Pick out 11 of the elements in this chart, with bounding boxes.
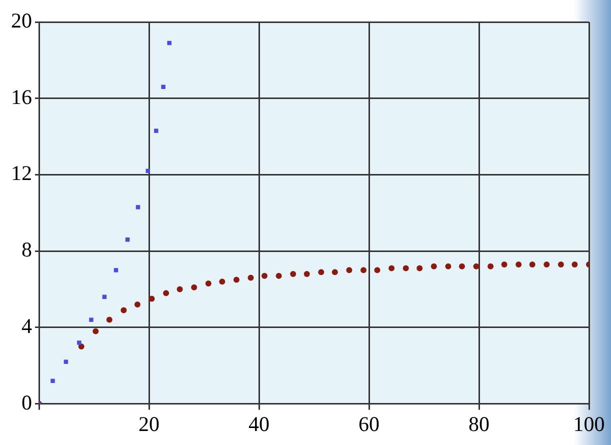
y-tick-label: 0 [22,390,32,414]
x-tick-label: 100 [573,412,605,436]
x-tick-label: 60 [358,412,380,436]
y-tick-label: 12 [11,161,32,186]
y-tick-label: 4 [22,314,32,338]
y-tick-label: 20 [11,8,32,33]
x-tick-label: 40 [248,412,270,436]
y-tick-label: 16 [11,84,32,109]
x-tick-label: 80 [468,412,490,436]
x-tick-label: 20 [138,412,160,436]
y-tick-label: 8 [22,238,32,262]
